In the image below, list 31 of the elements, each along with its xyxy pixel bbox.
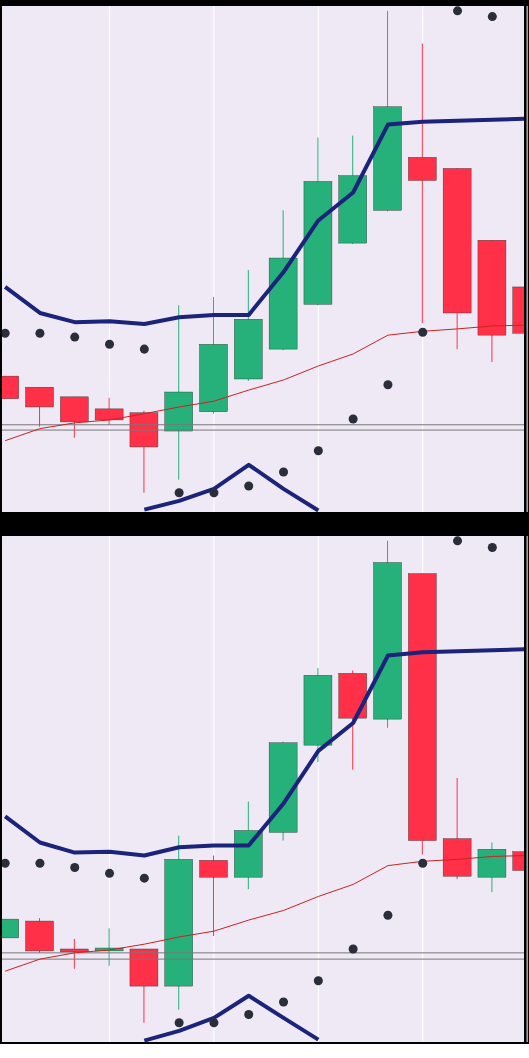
point xyxy=(139,344,149,354)
point xyxy=(279,467,289,477)
point xyxy=(279,997,289,1007)
point xyxy=(174,488,184,498)
point xyxy=(487,12,497,22)
point xyxy=(35,858,45,868)
point xyxy=(174,1018,184,1028)
point xyxy=(487,543,497,553)
point xyxy=(418,327,428,337)
point xyxy=(383,910,393,920)
point xyxy=(139,873,149,883)
point xyxy=(70,863,80,873)
point xyxy=(244,1010,254,1020)
point xyxy=(313,446,323,456)
point xyxy=(209,1018,219,1028)
point xyxy=(453,536,463,546)
point xyxy=(209,488,219,498)
point xyxy=(348,414,358,424)
point xyxy=(2,858,10,868)
point xyxy=(70,332,80,342)
point xyxy=(105,339,115,349)
point xyxy=(2,328,10,338)
candlestick xyxy=(60,938,89,970)
point xyxy=(105,868,115,878)
point xyxy=(35,328,45,338)
point xyxy=(383,380,393,390)
point xyxy=(348,944,358,954)
point xyxy=(244,481,254,491)
point xyxy=(453,6,463,16)
point xyxy=(418,858,428,868)
point xyxy=(313,976,323,986)
